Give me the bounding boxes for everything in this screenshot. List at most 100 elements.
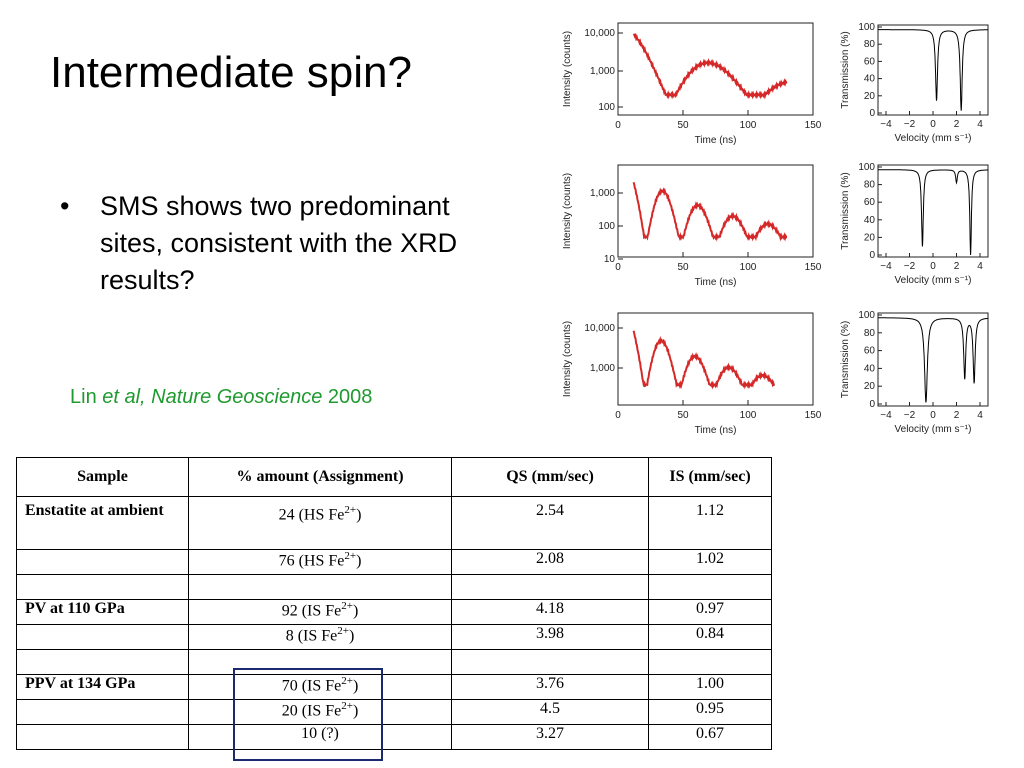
is-cell: [648, 649, 772, 675]
x-tick-label: 0: [615, 120, 621, 131]
x-tick-label: 4: [977, 261, 983, 272]
slide-title: Intermediate spin?: [50, 48, 412, 97]
table-row: PPV at 134 GPa 70 (IS Fe2+) 3.76 1.00: [16, 674, 772, 700]
is-cell: [648, 574, 772, 600]
table-row: 10 (?) 3.27 0.67: [16, 724, 772, 750]
fit-curve: [633, 34, 788, 99]
sms-panel-frame: [617, 22, 814, 116]
y-tick-label: 0: [869, 108, 875, 119]
x-tick-label: −2: [904, 410, 916, 421]
qs-cell: [451, 574, 649, 600]
x-tick-label: 150: [805, 410, 822, 421]
data-curve: [632, 32, 788, 100]
qs-cell: 3.76: [451, 674, 649, 700]
bullet-list: SMS shows two predominant sites, consist…: [60, 188, 480, 299]
sms-panel-frame: [617, 312, 814, 406]
y-tick-label: 10,000: [584, 28, 615, 39]
x-axis-label: Velocity (mm s⁻¹): [895, 275, 972, 286]
y-axis-label: Intensity (counts): [562, 31, 573, 107]
highlight-box: [233, 668, 383, 761]
x-tick-label: 4: [977, 410, 983, 421]
y-axis-label: Intensity (counts): [562, 173, 573, 249]
x-tick-label: −2: [904, 119, 916, 130]
y-tick-label: 10: [604, 254, 616, 265]
y-tick-label: 1,000: [590, 66, 615, 77]
table-row: 20 (IS Fe2+) 4.5 0.95: [16, 699, 772, 725]
amount-cell: 8 (IS Fe2+): [188, 624, 452, 650]
y-tick-label: 0: [869, 399, 875, 410]
table-header-row: Sample % amount (Assignment) QS (mm/sec)…: [16, 457, 772, 497]
y-tick-label: 60: [864, 56, 876, 67]
y-tick-label: 1,000: [590, 363, 615, 374]
x-tick-label: 50: [677, 410, 689, 421]
x-axis-label: Time (ns): [695, 135, 737, 146]
transmission-curve: [878, 317, 988, 403]
table-row: [16, 649, 772, 675]
x-axis-label: Velocity (mm s⁻¹): [895, 133, 972, 144]
x-tick-label: 100: [740, 410, 757, 421]
y-axis-label: Transmission (%): [840, 31, 851, 108]
y-tick-label: 40: [864, 74, 876, 85]
sample-cell: [16, 624, 189, 650]
x-tick-label: −4: [880, 261, 892, 272]
amount-cell: 92 (IS Fe2+): [188, 599, 452, 625]
y-axis-label: Intensity (counts): [562, 321, 573, 397]
y-tick-label: 40: [864, 215, 876, 226]
y-tick-label: 100: [598, 221, 615, 232]
amount-cell: 76 (HS Fe2+): [188, 549, 452, 575]
is-cell: 0.97: [648, 599, 772, 625]
sample-cell: [16, 724, 189, 750]
y-tick-label: 20: [864, 91, 876, 102]
col-qs: QS (mm/sec): [451, 457, 649, 497]
qs-cell: 4.18: [451, 599, 649, 625]
data-curve: [632, 330, 775, 390]
qs-cell: 4.5: [451, 699, 649, 725]
transmission-curve: [878, 169, 988, 256]
y-tick-label: 100: [598, 102, 615, 113]
amount-cell: 20 (IS Fe2+): [188, 699, 452, 725]
hyperfine-parameters-table: Sample % amount (Assignment) QS (mm/sec)…: [16, 457, 772, 750]
y-axis-label: Transmission (%): [840, 321, 851, 398]
sample-cell: [16, 574, 189, 600]
x-tick-label: −2: [904, 261, 916, 272]
x-tick-label: 100: [740, 120, 757, 131]
is-cell: 1.00: [648, 674, 772, 700]
sample-cell: [16, 699, 189, 725]
x-tick-label: 50: [677, 262, 689, 273]
table-row: Enstatite at ambient 24 (HS Fe2+) 2.54 1.12: [16, 496, 772, 550]
is-cell: 0.84: [648, 624, 772, 650]
table-row: 8 (IS Fe2+) 3.98 0.84: [16, 624, 772, 650]
amount-cell: [188, 574, 452, 600]
x-tick-label: 2: [954, 119, 960, 130]
x-axis-label: Time (ns): [695, 277, 737, 288]
x-tick-label: 2: [954, 410, 960, 421]
sample-cell: [16, 549, 189, 575]
citation-year: 2008: [322, 386, 373, 408]
transmission-curve: [878, 29, 988, 111]
y-tick-label: 10,000: [584, 323, 615, 334]
x-tick-label: 0: [930, 119, 936, 130]
x-tick-label: 150: [805, 262, 822, 273]
data-curve: [632, 181, 788, 242]
sample-cell: [16, 649, 189, 675]
bullet-item: SMS shows two predominant sites, consist…: [60, 188, 480, 299]
col-amount: % amount (Assignment): [188, 457, 452, 497]
citation-authors: Lin: [70, 386, 103, 408]
y-axis-label: Transmission (%): [840, 172, 851, 249]
sample-cell: Enstatite at ambient: [16, 496, 189, 550]
x-tick-label: 0: [615, 262, 621, 273]
x-tick-label: 4: [977, 119, 983, 130]
citation: Lin et al, Nature Geoscience 2008: [70, 386, 372, 409]
mossbauer-panel-frame: [877, 312, 989, 407]
qs-cell: 2.54: [451, 496, 649, 550]
y-tick-label: 20: [864, 381, 876, 392]
x-axis-label: Time (ns): [695, 425, 737, 436]
fit-curve: [633, 331, 775, 389]
qs-cell: 2.08: [451, 549, 649, 575]
x-tick-label: 50: [677, 120, 689, 131]
amount-cell: 24 (HS Fe2+): [188, 496, 452, 550]
y-tick-label: 100: [858, 310, 875, 321]
is-cell: 0.95: [648, 699, 772, 725]
x-tick-label: 100: [740, 262, 757, 273]
